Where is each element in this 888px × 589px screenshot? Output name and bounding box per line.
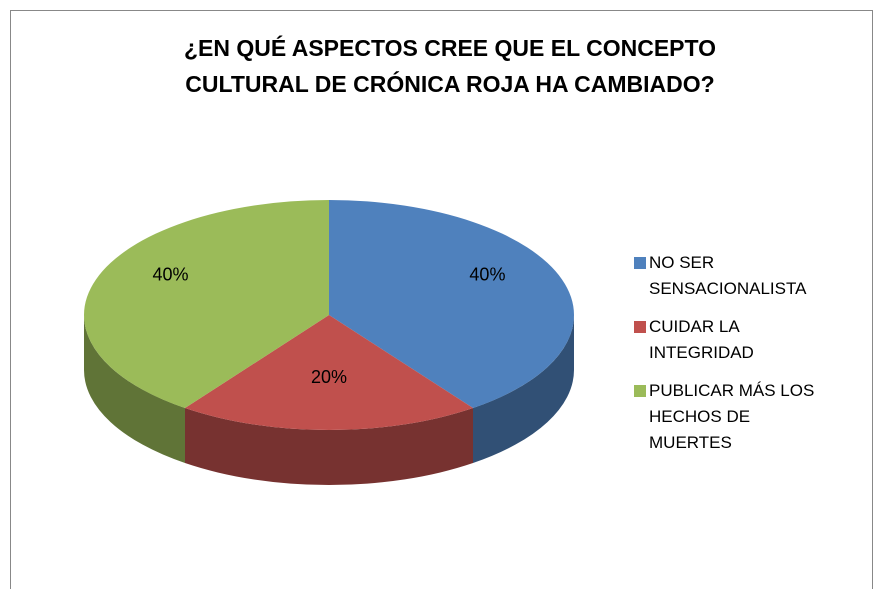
legend-swatch <box>634 385 646 397</box>
legend-item: NO SER SENSACIONALISTA <box>634 250 824 302</box>
slice <box>184 315 474 430</box>
legend-item: CUIDAR LA INTEGRIDAD <box>634 314 824 366</box>
legend-swatch <box>634 257 646 269</box>
legend-label: PUBLICAR MÁS LOS HECHOS DE MUERTES <box>649 381 815 452</box>
slice-side <box>184 408 474 485</box>
data-label: 40% <box>153 265 189 285</box>
legend-label: NO SER SENSACIONALISTA <box>649 253 807 298</box>
slice-side <box>84 315 185 464</box>
slice-side <box>473 315 574 464</box>
legend-swatch <box>634 321 646 333</box>
legend-item: PUBLICAR MÁS LOS HECHOS DE MUERTES <box>634 378 824 456</box>
chart-title: ¿EN QUÉ ASPECTOS CREE QUE EL CONCEPTO CU… <box>183 35 717 97</box>
slice <box>84 200 330 409</box>
slice <box>329 200 574 409</box>
legend-label: CUIDAR LA INTEGRIDAD <box>649 317 754 362</box>
pie: 40% 20% 40% <box>84 200 574 485</box>
data-label: 40% <box>469 265 505 285</box>
data-label: 20% <box>311 367 347 387</box>
